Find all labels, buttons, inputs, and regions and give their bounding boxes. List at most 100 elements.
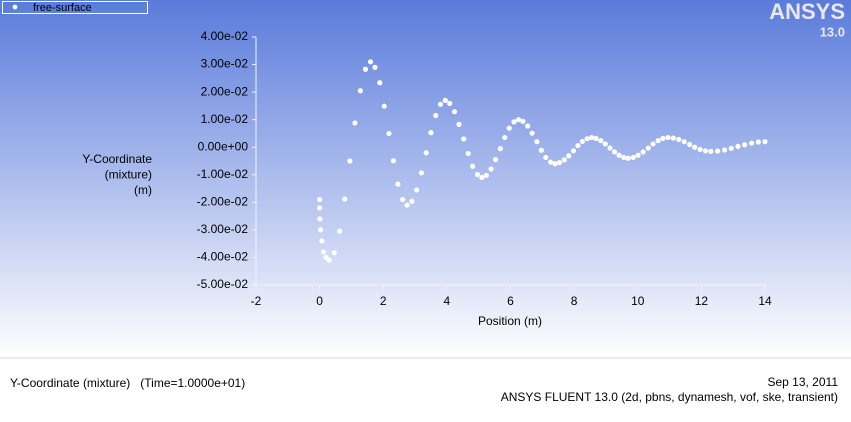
- data-point: [367, 59, 374, 65]
- data-point: [377, 80, 383, 86]
- legend-marker: [12, 4, 18, 10]
- data-point: [579, 138, 585, 145]
- data-point: [520, 118, 526, 124]
- y-tick-label: 0.00e+00: [198, 139, 249, 153]
- data-point: [607, 145, 613, 151]
- data-point: [742, 142, 748, 148]
- data-point: [428, 130, 434, 136]
- y-tick-label: -4.00e-02: [197, 250, 249, 264]
- y-axis-title: (mixture): [105, 168, 152, 182]
- data-point: [357, 88, 363, 94]
- data-point: [584, 136, 590, 142]
- data-point: [593, 135, 599, 142]
- data-point: [461, 136, 467, 142]
- data-point: [331, 250, 337, 256]
- data-point: [543, 154, 549, 161]
- data-point: [352, 120, 358, 126]
- data-point: [515, 117, 522, 123]
- data-point: [762, 139, 768, 145]
- data-point: [414, 187, 420, 193]
- data-point: [687, 141, 693, 148]
- data-point: [479, 174, 485, 181]
- data-point: [645, 145, 651, 151]
- x-tick-label: 6: [507, 294, 514, 308]
- logo-brand: ANSYS: [769, 0, 845, 24]
- data-point: [474, 171, 481, 178]
- data-point: [317, 227, 324, 233]
- data-point: [442, 97, 448, 103]
- data-point: [534, 139, 540, 145]
- data-point: [602, 141, 608, 147]
- data-point: [502, 134, 508, 141]
- data-point: [372, 64, 378, 70]
- data-point: [538, 147, 544, 153]
- data-point: [635, 152, 641, 158]
- x-tick-label: 4: [444, 294, 451, 308]
- data-point: [749, 140, 755, 146]
- plot-background: [0, 0, 851, 358]
- y-tick-label: -2.00e-02: [197, 195, 249, 209]
- data-point: [326, 257, 332, 263]
- data-point: [561, 157, 567, 163]
- data-point: [400, 196, 406, 203]
- data-point: [755, 139, 761, 145]
- y-axis-title: Y-Coordinate: [82, 152, 152, 166]
- data-point: [317, 216, 323, 222]
- data-point: [456, 121, 462, 127]
- data-point: [660, 135, 666, 142]
- legend-box: [2, 1, 148, 14]
- data-point: [630, 154, 636, 161]
- data-point: [640, 149, 646, 155]
- data-point: [714, 148, 721, 154]
- y-tick-label: -5.00e-02: [197, 277, 249, 291]
- y-tick-label: 2.00e-02: [201, 84, 249, 98]
- x-tick-label: 10: [631, 294, 645, 308]
- footer-left: Y-Coordinate (mixture) (Time=1.0000e+01): [10, 376, 245, 390]
- y-axis-title: (m): [134, 183, 152, 197]
- x-tick-label: -2: [251, 294, 262, 308]
- data-point: [465, 150, 471, 157]
- data-point: [347, 158, 353, 164]
- x-tick-label: 12: [695, 294, 709, 308]
- data-point: [437, 101, 444, 107]
- data-point: [650, 141, 656, 147]
- x-tick-label: 0: [316, 294, 323, 308]
- data-point: [728, 145, 734, 151]
- data-point: [342, 196, 348, 202]
- data-point: [697, 146, 703, 153]
- data-point: [525, 123, 531, 129]
- data-point: [483, 172, 489, 178]
- logo-version: 13.0: [820, 24, 845, 39]
- data-point: [598, 138, 604, 144]
- data-point: [320, 249, 327, 255]
- data-point: [670, 135, 676, 141]
- y-tick-label: -3.00e-02: [197, 222, 249, 236]
- data-point: [589, 134, 595, 141]
- x-tick-label: 14: [758, 294, 772, 308]
- data-point: [692, 144, 698, 150]
- data-point: [655, 138, 661, 144]
- data-point: [418, 170, 425, 176]
- data-point: [547, 159, 554, 165]
- data-point: [390, 158, 397, 164]
- data-point: [319, 238, 325, 244]
- data-point: [665, 134, 671, 141]
- data-point: [451, 109, 458, 115]
- data-point: [681, 139, 687, 145]
- data-point: [337, 228, 343, 234]
- data-point: [566, 153, 572, 159]
- data-point: [702, 148, 709, 154]
- data-point: [470, 163, 476, 169]
- data-point: [529, 130, 535, 136]
- data-point: [616, 152, 622, 158]
- data-point: [735, 143, 741, 149]
- x-tick-label: 8: [571, 294, 578, 308]
- data-point: [570, 148, 577, 154]
- data-point: [497, 146, 503, 152]
- data-point: [317, 205, 323, 211]
- data-point: [506, 125, 512, 131]
- y-tick-label: 4.00e-02: [201, 29, 249, 43]
- footer-version: ANSYS FLUENT 13.0 (2d, pbns, dynamesh, v…: [501, 390, 838, 404]
- data-point: [708, 148, 714, 154]
- data-point: [721, 147, 728, 153]
